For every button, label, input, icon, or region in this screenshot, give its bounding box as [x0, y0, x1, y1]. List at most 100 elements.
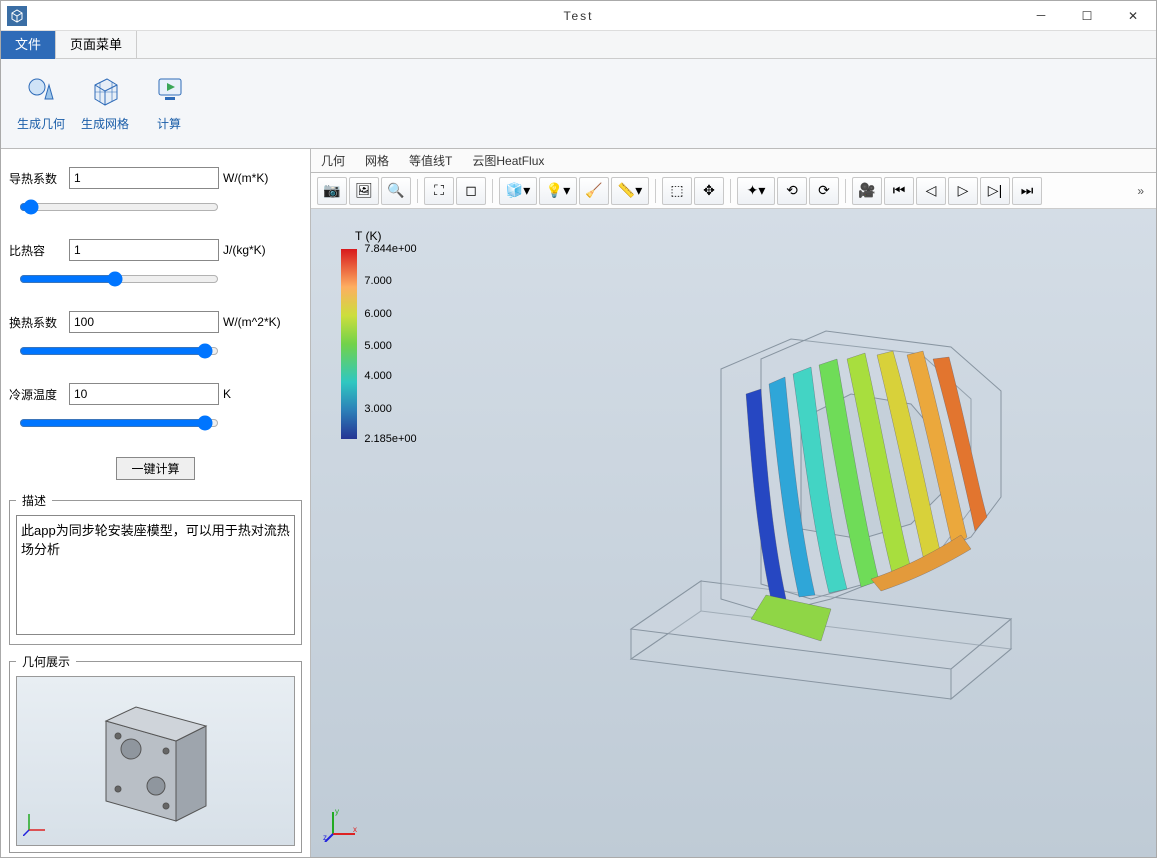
geometry-preview-fieldset: 几何展示 — [9, 653, 302, 853]
legend-tick: 2.185e+00 — [364, 433, 416, 445]
param-label: 导热系数 — [9, 170, 65, 187]
legend-title: T (K) — [355, 229, 381, 243]
axis-triad-icon — [23, 810, 49, 839]
lighting-button[interactable]: 💡▾ — [539, 177, 577, 205]
graphics-panel: 几何 网格 等值线T 云图HeatFlux 📷 🖼 🔍 ⛶ ◻ 🧊▾ 💡▾ 🧹 … — [311, 149, 1156, 857]
zoom-window-button[interactable]: ◻ — [456, 177, 486, 205]
axes-icon: ✦▾ — [747, 182, 766, 199]
legend-tick: 3.000 — [364, 403, 392, 415]
zoom-extents-button[interactable]: ⛶ — [424, 177, 454, 205]
unit-label: J/(kg*K) — [223, 243, 302, 257]
htc-input[interactable] — [69, 311, 219, 333]
window-title: Test — [1, 9, 1156, 23]
compute-play-icon — [139, 69, 199, 109]
ribbon-generate-geometry[interactable]: 生成几何 — [11, 65, 71, 148]
select-box-button[interactable]: ⬚ — [662, 177, 692, 205]
param-label: 比热容 — [9, 242, 65, 259]
specific-heat-slider[interactable] — [19, 271, 219, 287]
cube-icon: 🧊▾ — [506, 182, 530, 199]
expand-icon: ⛶ — [434, 182, 444, 199]
thermal-conductivity-input[interactable] — [69, 167, 219, 189]
camera-icon: 📷 — [323, 182, 340, 199]
legend-colorbar — [341, 249, 357, 439]
unit-label: W/(m^2*K) — [223, 315, 302, 329]
view-tab-contour[interactable]: 云图HeatFlux — [472, 152, 544, 169]
ribbon-generate-mesh[interactable]: 生成网格 — [75, 65, 135, 148]
play-icon: ▷ — [958, 182, 969, 199]
svg-text:z: z — [323, 833, 327, 842]
thermal-conductivity-slider[interactable] — [19, 199, 219, 215]
legend-tick: 7.000 — [364, 275, 392, 287]
bracket-icon — [76, 691, 236, 831]
ribbon-compute[interactable]: 计算 — [139, 65, 199, 148]
pan-button[interactable]: ✥ — [694, 177, 724, 205]
ribbon-label: 生成几何 — [11, 115, 71, 132]
axis-triad-icon: y x z — [323, 806, 359, 845]
rotate-cw-button[interactable]: ⟳ — [809, 177, 839, 205]
param-specific-heat: 比热容 J/(kg*K) — [9, 239, 302, 261]
model-3d — [571, 299, 1051, 719]
rotate-ccw-button[interactable]: ⟲ — [777, 177, 807, 205]
step-back-icon: ◁ — [926, 182, 937, 199]
fieldset-legend: 描述 — [16, 492, 52, 509]
ribbon-label: 生成网格 — [75, 115, 135, 132]
video-icon: 🎥 — [858, 182, 875, 199]
tab-page-menu[interactable]: 页面菜单 — [56, 31, 137, 59]
unit-label: W/(m*K) — [223, 171, 302, 185]
param-label: 换热系数 — [9, 314, 65, 331]
skip-start-icon: ⏮ — [893, 182, 906, 199]
view-tabs: 几何 网格 等值线T 云图HeatFlux — [311, 149, 1156, 173]
play-button[interactable]: ▷ — [948, 177, 978, 205]
last-frame-button[interactable]: ⏭ — [1012, 177, 1042, 205]
toolbar-overflow-button[interactable]: » — [1137, 184, 1150, 198]
next-frame-button[interactable]: ▷| — [980, 177, 1010, 205]
legend-tick: 6.000 — [364, 308, 392, 320]
export-icon: 🖼 — [355, 182, 373, 199]
render-mode-button[interactable]: 🧊▾ — [499, 177, 537, 205]
lightbulb-icon: 💡▾ — [546, 182, 570, 199]
graphics-toolbar: 📷 🖼 🔍 ⛶ ◻ 🧊▾ 💡▾ 🧹 📏▾ ⬚ ✥ ✦▾ ⟲ ⟳ 🎥 ⏮ ◁ ▷ … — [311, 173, 1156, 209]
zoom-reset-button[interactable]: 🔍 — [381, 177, 411, 205]
param-thermal-conductivity: 导热系数 W/(m*K) — [9, 167, 302, 189]
legend-tick: 5.000 — [364, 340, 392, 352]
fieldset-legend: 几何展示 — [16, 653, 76, 670]
select-icon: ⬚ — [670, 182, 683, 199]
select-box-icon: ◻ — [465, 182, 477, 199]
graphics-viewport[interactable]: T (K) 7.844e+00 7.000 6.000 5.000 4.000 3.000… — [311, 209, 1156, 857]
view-tab-geometry[interactable]: 几何 — [321, 152, 345, 169]
titlebar: Test － ☐ ✕ — [1, 1, 1156, 31]
svg-text:x: x — [353, 825, 357, 834]
geometry-preview — [16, 676, 295, 846]
specific-heat-input[interactable] — [69, 239, 219, 261]
skip-end-icon: ⏭ — [1021, 182, 1034, 199]
mesh-cube-icon — [75, 69, 135, 109]
step-forward-icon: ▷| — [988, 182, 1002, 199]
one-click-compute-button[interactable]: 一键计算 — [116, 457, 194, 480]
measure-button[interactable]: 📏▾ — [611, 177, 649, 205]
parameters-panel: 导热系数 W/(m*K) 比热容 J/(kg*K) 换热系数 W/(m^2*K)… — [1, 149, 311, 857]
prev-frame-button[interactable]: ◁ — [916, 177, 946, 205]
screenshot-button[interactable]: 📷 — [317, 177, 347, 205]
unit-label: K — [223, 387, 302, 401]
clear-button[interactable]: 🧹 — [579, 177, 609, 205]
axis-view-button[interactable]: ✦▾ — [737, 177, 775, 205]
svg-text:y: y — [335, 807, 339, 816]
legend-tick: 4.000 — [364, 370, 392, 382]
cold-source-temp-input[interactable] — [69, 383, 219, 405]
param-cold-source-temp: 冷源温度 K — [9, 383, 302, 405]
tab-file[interactable]: 文件 — [1, 31, 56, 59]
rotate-left-icon: ⟲ — [786, 182, 798, 199]
broom-icon: 🧹 — [585, 182, 602, 199]
first-frame-button[interactable]: ⏮ — [884, 177, 914, 205]
animation-record-button[interactable]: 🎥 — [852, 177, 882, 205]
view-tab-isoline[interactable]: 等值线T — [409, 152, 452, 169]
menu-tabs: 文件 页面菜单 — [1, 31, 1156, 59]
sphere-cone-icon — [11, 69, 71, 109]
cold-source-temp-slider[interactable] — [19, 415, 219, 431]
description-textarea[interactable]: 此app为同步轮安装座模型，可以用于热对流热场分析 — [16, 515, 295, 635]
htc-slider[interactable] — [19, 343, 219, 359]
view-tab-mesh[interactable]: 网格 — [365, 152, 389, 169]
legend-tick: 7.844e+00 — [364, 243, 416, 255]
export-image-button[interactable]: 🖼 — [349, 177, 379, 205]
ribbon: 生成几何 生成网格 计算 — [1, 59, 1156, 149]
